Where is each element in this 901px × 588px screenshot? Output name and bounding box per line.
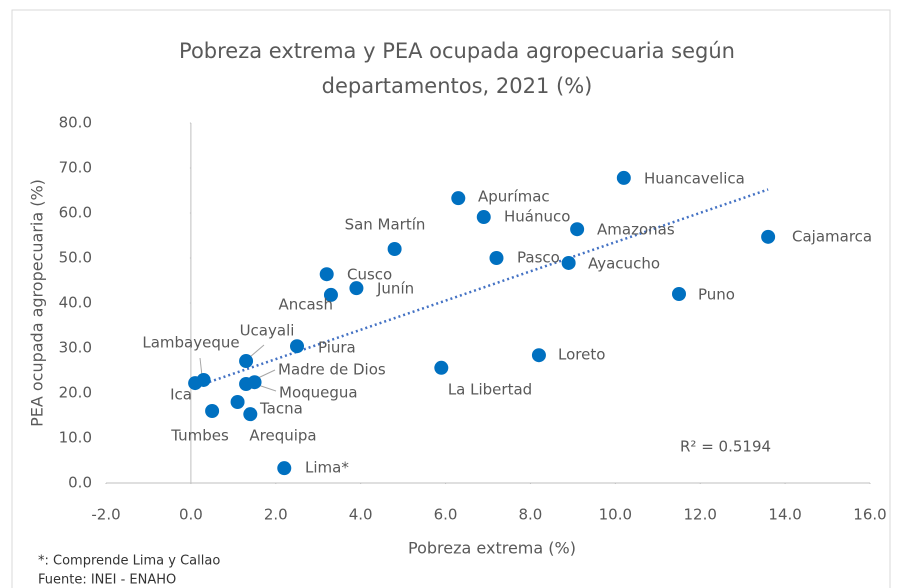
annotation: R² = 0.5194 xyxy=(680,438,771,456)
y-tick-label: 20.0 xyxy=(59,384,92,402)
x-tick-label: 10.0 xyxy=(599,506,632,524)
point xyxy=(761,229,776,244)
x-axis-label: Pobreza extrema (%) xyxy=(408,539,576,558)
x-tick-label: 0.0 xyxy=(179,506,203,524)
chart-title: departamentos, 2021 (%) xyxy=(322,74,593,98)
point-label: Puno xyxy=(698,286,735,304)
point xyxy=(323,287,338,302)
y-tick-label: 60.0 xyxy=(59,204,92,222)
y-tick-label: 40.0 xyxy=(59,294,92,312)
point-label: Huánuco xyxy=(504,208,570,226)
leader-line xyxy=(249,344,265,358)
point-label: Ancash xyxy=(278,296,333,314)
point-label: Ucayali xyxy=(240,322,295,340)
point-label: La Libertad xyxy=(448,381,532,399)
point-label: Junín xyxy=(376,280,414,298)
point xyxy=(205,404,220,418)
x-tick-label: 12.0 xyxy=(684,506,717,524)
y-tick-label: 30.0 xyxy=(59,339,92,357)
point xyxy=(243,407,258,422)
point xyxy=(230,395,245,409)
chart-title: Pobreza extrema y PEA ocupada agropecuar… xyxy=(179,39,735,63)
x-tick-label: -2.0 xyxy=(91,506,120,524)
x-tick-label: 6.0 xyxy=(434,506,458,524)
x-tick-label: 4.0 xyxy=(349,506,373,524)
y-tick-label: 70.0 xyxy=(59,159,92,177)
point xyxy=(531,348,546,363)
footnote: *: Comprende Lima y Callao xyxy=(38,554,220,569)
point-label: Apurímac xyxy=(478,188,550,206)
point-label: Moquegua xyxy=(279,384,358,402)
point-label: Huancavelica xyxy=(644,170,745,188)
point xyxy=(239,354,254,369)
point xyxy=(188,376,203,391)
leader-line xyxy=(257,369,276,379)
y-tick-label: 50.0 xyxy=(59,249,92,267)
point-label: Loreto xyxy=(558,346,605,364)
point xyxy=(561,255,576,270)
x-tick-label: 16.0 xyxy=(853,506,886,524)
point-label: Tacna xyxy=(259,400,303,418)
point xyxy=(570,222,585,237)
point xyxy=(349,281,364,296)
x-tick-label: 8.0 xyxy=(519,506,543,524)
point-label: Ayacucho xyxy=(588,255,660,273)
point-label: Lima* xyxy=(305,459,349,477)
point xyxy=(616,170,631,185)
y-axis-label: PEA ocupada agropecuaria (%) xyxy=(28,179,47,427)
point-label: Pasco xyxy=(517,249,560,267)
leader-line xyxy=(257,384,277,392)
leader-line xyxy=(199,357,203,377)
y-tick-label: 80.0 xyxy=(59,114,92,132)
point xyxy=(277,461,292,476)
point-label: Piura xyxy=(318,339,356,357)
point xyxy=(476,210,491,225)
point xyxy=(489,251,504,265)
point-label: San Martín xyxy=(345,216,426,234)
point xyxy=(290,339,304,354)
point xyxy=(451,191,466,206)
point-label: Tumbes xyxy=(170,427,229,445)
point-label: Ica xyxy=(170,386,192,404)
point xyxy=(239,377,254,391)
point-label: Lambayeque xyxy=(142,334,239,352)
point xyxy=(387,242,402,256)
point xyxy=(319,267,334,282)
point-label: Madre de Dios xyxy=(278,361,386,379)
point-label: Amazonas xyxy=(597,221,675,239)
trendline xyxy=(194,188,769,389)
point-label: Arequipa xyxy=(249,427,316,445)
x-tick-label: 2.0 xyxy=(264,506,288,524)
footnote: Fuente: INEI - ENAHO xyxy=(38,573,176,588)
point-label: Cajamarca xyxy=(792,228,872,246)
point xyxy=(434,360,449,375)
point xyxy=(672,287,686,301)
y-tick-label: 0.0 xyxy=(68,474,92,492)
y-tick-label: 10.0 xyxy=(59,429,92,447)
x-tick-label: 14.0 xyxy=(768,506,801,524)
point-label: Cusco xyxy=(347,266,392,284)
